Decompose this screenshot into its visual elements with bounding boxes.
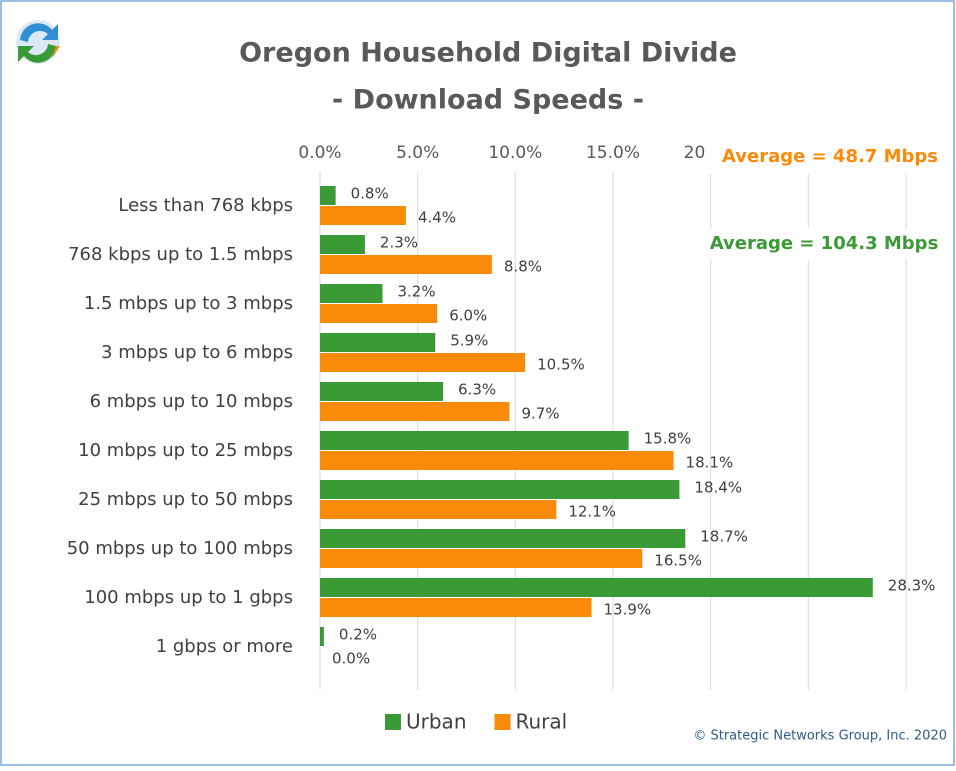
data-label: 9.7% — [521, 405, 559, 423]
logo — [16, 20, 60, 64]
data-label: 16.5% — [654, 552, 702, 570]
y-tick-label: 10 mbps up to 25 mbps — [78, 440, 293, 461]
bar — [320, 206, 406, 225]
data-label: 4.4% — [418, 209, 456, 227]
y-tick-label: 768 kbps up to 1.5 mbps — [68, 244, 293, 265]
data-label: 5.9% — [450, 332, 488, 350]
bar — [320, 304, 438, 323]
data-label: 6.3% — [458, 381, 496, 399]
annotation-bg — [706, 140, 950, 174]
bar — [320, 235, 365, 254]
annotation: Average = 48.7 Mbps — [722, 146, 938, 167]
data-label: 28.3% — [888, 577, 936, 595]
data-label: 3.2% — [398, 283, 436, 301]
bar — [320, 598, 592, 617]
bar — [320, 186, 336, 205]
data-label: 6.0% — [449, 307, 487, 325]
annotation: Average = 104.3 Mbps — [710, 233, 939, 254]
bar — [320, 578, 873, 597]
x-tick-label: 15.0% — [586, 143, 640, 163]
footer: © Strategic Networks Group, Inc. 2020 — [693, 729, 947, 744]
y-tick-label: 6 mbps up to 10 mbps — [90, 391, 293, 412]
bar — [320, 353, 526, 372]
chart-title: Oregon Household Digital Divide — [239, 38, 737, 69]
x-tick-label: 10.0% — [488, 143, 542, 163]
bar — [320, 382, 444, 401]
data-label: 10.5% — [537, 356, 585, 374]
data-label: 0.2% — [339, 626, 377, 644]
data-label: 18.1% — [686, 454, 734, 472]
bar — [320, 480, 680, 499]
bar — [320, 255, 492, 274]
bar — [320, 529, 686, 548]
bar — [320, 284, 383, 303]
bar — [320, 402, 510, 421]
data-label: 0.0% — [332, 650, 370, 668]
chart-subtitle: - Download Speeds - — [332, 85, 644, 116]
data-label: 0.8% — [351, 185, 389, 203]
annotation-bg — [692, 228, 950, 260]
data-label: 18.7% — [700, 528, 748, 546]
y-tick-label: 3 mbps up to 6 mbps — [101, 342, 293, 363]
data-label: 15.8% — [644, 430, 692, 448]
bar — [320, 549, 643, 568]
legend-label: Rural — [516, 710, 568, 734]
y-tick-label: 50 mbps up to 100 mbps — [67, 538, 293, 559]
x-tick-label: 0.0% — [298, 143, 341, 163]
legend-label: Urban — [406, 710, 467, 734]
data-label: 13.9% — [604, 601, 652, 619]
y-tick-label: 25 mbps up to 50 mbps — [78, 489, 293, 510]
y-tick-label: 1.5 mbps up to 3 mbps — [84, 293, 293, 314]
bar — [320, 500, 557, 519]
y-tick-label: 100 mbps up to 1 gbps — [84, 587, 293, 608]
y-tick-label: 1 gbps or more — [156, 636, 293, 657]
data-label: 8.8% — [504, 258, 542, 276]
bar — [320, 431, 629, 450]
legend-swatch — [385, 714, 401, 730]
x-tick-label: 5.0% — [396, 143, 439, 163]
data-label: 12.1% — [568, 503, 616, 521]
bar — [320, 333, 436, 352]
data-label: 2.3% — [380, 234, 418, 252]
y-tick-label: Less than 768 kbps — [118, 195, 293, 216]
bar — [320, 451, 674, 470]
bar — [320, 627, 324, 646]
legend-swatch — [494, 714, 511, 730]
data-label: 18.4% — [694, 479, 742, 497]
